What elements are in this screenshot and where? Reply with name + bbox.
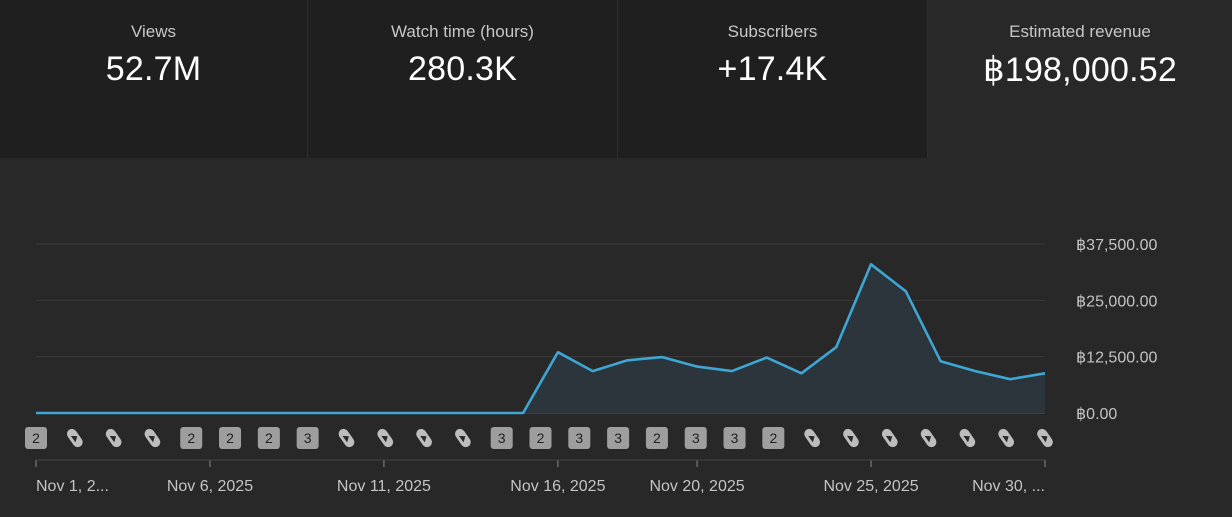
x-tick-label: Nov 11, 2025 xyxy=(337,478,431,495)
upload-count-badge xyxy=(219,427,242,449)
upload-count-label: 2 xyxy=(32,430,40,446)
series-line xyxy=(36,262,1046,415)
shorts-icon xyxy=(416,428,432,448)
metric-value: +17.4K xyxy=(717,50,828,88)
x-tick-label: Nov 30, ... xyxy=(972,478,1045,495)
shorts-icon xyxy=(455,428,471,448)
series-area xyxy=(36,264,1045,413)
shorts-icon xyxy=(144,428,161,448)
upload-count-label: 3 xyxy=(692,430,700,446)
upload-count-label: 2 xyxy=(769,430,777,446)
upload-count-label: 2 xyxy=(226,430,234,446)
metric-value: 52.7M xyxy=(105,50,202,88)
upload-count-badge xyxy=(529,427,552,449)
upload-count-label: 3 xyxy=(731,430,739,446)
metric-card-estimated-revenue[interactable]: Estimated revenue ฿198,000.52 xyxy=(928,0,1232,158)
upload-count-badge xyxy=(762,427,785,449)
upload-count-label: 2 xyxy=(265,430,273,446)
metric-card-watch-time[interactable]: Watch time (hours) 280.3K xyxy=(308,0,618,158)
metric-label: Estimated revenue xyxy=(1009,22,1151,41)
shorts-icon xyxy=(66,428,83,448)
shorts-icon xyxy=(1037,428,1053,448)
shorts-icon xyxy=(881,428,898,448)
shorts-icon xyxy=(959,428,976,448)
upload-count-label: 2 xyxy=(537,430,545,446)
upload-count-badge xyxy=(25,427,47,449)
upload-count-badge xyxy=(684,427,707,449)
upload-count-badge xyxy=(296,427,319,449)
upload-count-badge xyxy=(257,427,280,449)
upload-count-label: 2 xyxy=(187,430,195,446)
upload-count-badge xyxy=(490,427,513,449)
x-tick-label: Nov 1, 2... xyxy=(36,478,109,495)
metric-value: ฿198,000.52 xyxy=(983,51,1177,89)
shorts-icon xyxy=(804,428,821,448)
x-tick-label: Nov 25, 2025 xyxy=(823,478,918,495)
upload-count-label: 2 xyxy=(653,430,661,446)
upload-count-badge xyxy=(568,427,591,449)
shorts-icon xyxy=(105,428,122,448)
metric-card-subscribers[interactable]: Subscribers +17.4K xyxy=(618,0,928,158)
metric-label: Watch time (hours) xyxy=(391,22,534,41)
x-tick-label: Nov 20, 2025 xyxy=(649,478,744,495)
shorts-icon xyxy=(843,428,859,448)
upload-count-badge xyxy=(607,427,630,449)
metric-label: Subscribers xyxy=(727,22,818,41)
y-tick-label: ฿0.00 xyxy=(1076,406,1117,423)
upload-count-label: 3 xyxy=(575,430,583,446)
metric-card-views[interactable]: Views 52.7M xyxy=(0,0,308,158)
upload-count-label: 3 xyxy=(304,430,312,446)
upload-count-label: 3 xyxy=(498,430,506,446)
metric-value: 280.3K xyxy=(408,50,517,88)
x-tick-label: Nov 6, 2025 xyxy=(167,478,253,495)
metric-cards: Views 52.7M Watch time (hours) 280.3K Su… xyxy=(0,0,1232,158)
y-tick-label: ฿25,000.00 xyxy=(1076,293,1157,310)
shorts-icon xyxy=(920,428,937,448)
shorts-icon xyxy=(998,428,1015,448)
shorts-icon xyxy=(338,428,355,448)
y-tick-label: ฿12,500.00 xyxy=(1076,350,1157,367)
y-tick-label: ฿37,500.00 xyxy=(1076,237,1157,254)
x-tick-label: Nov 16, 2025 xyxy=(510,478,605,495)
upload-count-badge xyxy=(180,427,203,449)
metric-label: Views xyxy=(130,22,177,41)
shorts-icon xyxy=(377,428,394,448)
upload-count-label: 3 xyxy=(614,430,622,446)
upload-count-badge xyxy=(723,427,746,449)
upload-count-badge xyxy=(645,427,668,449)
